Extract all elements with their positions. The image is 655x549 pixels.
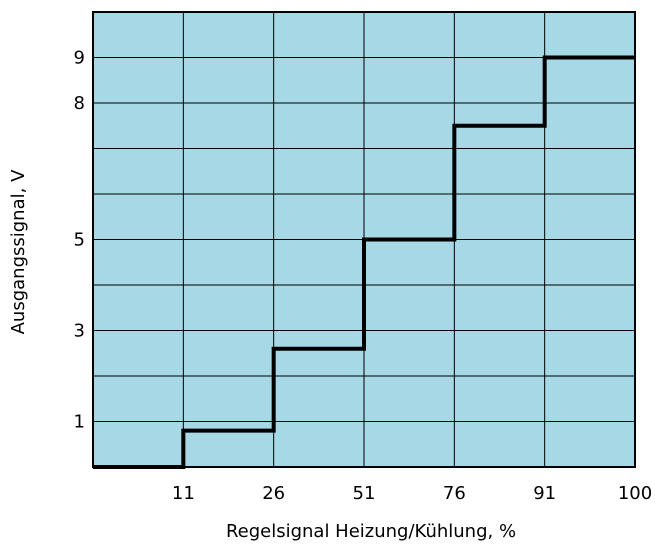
x-tick-label: 11 [172, 483, 195, 504]
x-tick-label: 76 [443, 483, 466, 504]
y-tick-label: 8 [74, 93, 85, 114]
x-tick-label: 51 [353, 483, 376, 504]
x-tick-label: 100 [618, 483, 652, 504]
y-tick-label: 3 [74, 321, 85, 342]
y-tick-labels: 1 3 5 8 9 [74, 48, 85, 433]
x-tick-labels: 11 26 51 76 91 100 [172, 483, 652, 504]
y-tick-label: 5 [74, 230, 85, 251]
y-tick-label: 9 [74, 48, 85, 69]
x-tick-label: 26 [262, 483, 285, 504]
x-tick-label: 91 [533, 483, 556, 504]
x-axis-label: Regelsignal Heizung/Kühlung, % [226, 521, 516, 542]
y-axis-label: Ausgangssignal, V [8, 169, 29, 334]
series-step-line [93, 55, 635, 469]
y-tick-label: 1 [74, 412, 85, 433]
plot-frame [92, 11, 636, 468]
